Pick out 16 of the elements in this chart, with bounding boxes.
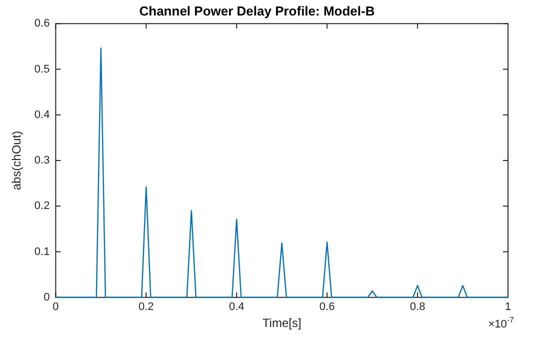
y-tick-label: 0.2: [34, 200, 50, 212]
y-tick-label: 0.3: [34, 154, 50, 167]
y-tick-label: 0.5: [34, 63, 50, 76]
x-tick-label: 0: [52, 301, 59, 314]
y-tick-label: 0.6: [34, 18, 50, 30]
x-tick-label: 0.2: [138, 301, 154, 314]
chart-title: Channel Power Delay Profile: Model-B: [139, 3, 375, 18]
y-tick-label: 0: [44, 291, 50, 304]
y-axis-title: abs(chOut): [10, 130, 24, 190]
x-axis-title: Time[s]: [262, 316, 302, 330]
x-tick-label: 1: [504, 301, 512, 314]
x-tick-label: 0.6: [319, 301, 335, 314]
y-tick-label: 0.1: [34, 246, 50, 258]
x-tick-label: 0.4: [228, 301, 244, 314]
x-tick-label: 0.8: [410, 301, 426, 314]
y-tick-label: 0.4: [34, 108, 50, 121]
